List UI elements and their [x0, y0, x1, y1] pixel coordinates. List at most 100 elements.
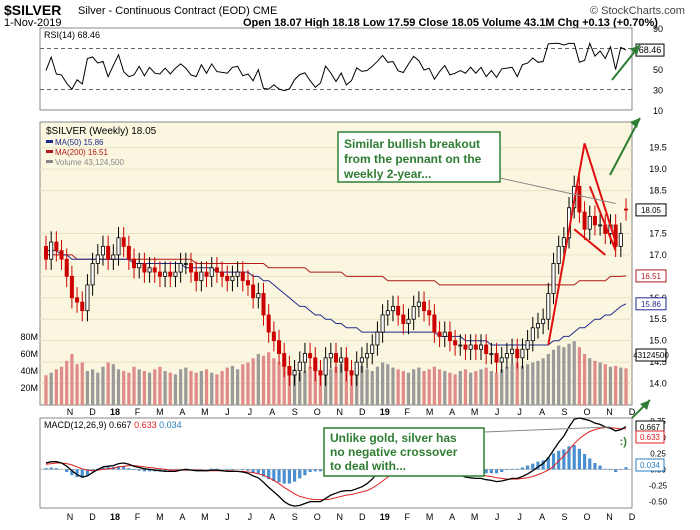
candle-body [116, 237, 121, 256]
callout-pointer [499, 177, 616, 204]
candle-body [535, 323, 540, 329]
volume-bar [500, 369, 504, 405]
x-axis-label: D [359, 407, 366, 417]
volume-bar [401, 371, 405, 405]
price-tick: 19.5 [649, 143, 667, 153]
volume-bar [189, 371, 193, 405]
candle-body [256, 293, 261, 299]
price-tick: 14.0 [649, 379, 667, 389]
candle-body [173, 271, 178, 277]
macd-legend-value: 0.034 [159, 420, 182, 430]
volume-bar [59, 366, 64, 405]
candle-body [458, 344, 463, 347]
x-axis-label-bottom: S [562, 512, 568, 522]
x-axis-label: M [201, 407, 209, 417]
candle-body [422, 301, 427, 312]
x-axis-label-bottom: F [135, 512, 141, 522]
volume-bar [443, 371, 447, 405]
volume-bar [282, 366, 286, 405]
x-axis-label: A [269, 407, 275, 417]
volume-bar [437, 369, 442, 405]
volume-bar [484, 367, 488, 405]
macd-histogram-bar [292, 469, 297, 482]
volume-tick: 60M [20, 349, 38, 359]
rsi-legend: RSI(14) 68.46 [44, 30, 100, 40]
volume-bar [479, 369, 483, 405]
volume-bar [365, 369, 369, 405]
rsi-line [45, 41, 627, 92]
macd-tick: 0.25 [650, 449, 666, 458]
volume-bar [122, 371, 126, 405]
candle-body [328, 353, 333, 359]
macd-histogram-bar [515, 468, 519, 470]
candle-body [111, 254, 116, 260]
macd-histogram-bar [106, 466, 110, 470]
volume-bar [127, 372, 131, 405]
rsi-tick: 10 [653, 106, 663, 116]
candle-body [225, 275, 230, 282]
volume-bar [469, 372, 473, 405]
description-text: Silver - Continuous Contract (EOD) [78, 5, 250, 17]
volume-bar [593, 360, 597, 405]
price-title: $SILVER (Weekly) 18.05 [46, 126, 157, 137]
candle-body [80, 301, 85, 312]
volume-bar [49, 372, 53, 405]
price-badge [635, 269, 667, 283]
x-axis-label-bottom: 19 [380, 512, 390, 522]
macd-badge-label: 0.633 [640, 433, 661, 442]
macd-histogram-bar [277, 469, 281, 483]
volume-bar [225, 367, 229, 405]
volume-bar [588, 358, 592, 405]
volume-tick: 80M [20, 332, 38, 342]
macd-histogram-bar [215, 468, 219, 470]
candle-body [297, 361, 302, 372]
candle-body [188, 263, 194, 273]
macd-badge [635, 430, 665, 444]
candle-body [473, 344, 478, 350]
volume-bar [251, 358, 255, 405]
volume-bar [489, 371, 493, 405]
volume-bar [54, 369, 58, 405]
x-axis-label-bottom: A [269, 512, 275, 522]
candle-body [582, 211, 587, 230]
macd-histogram-bar [562, 449, 566, 470]
x-axis-label: 19 [380, 407, 390, 417]
candle-body [178, 263, 183, 273]
legend-swatch [46, 160, 53, 163]
candle-body [463, 344, 468, 350]
candle-body [142, 263, 147, 273]
macd-histogram-bar [313, 469, 317, 472]
volume-bar [194, 372, 198, 405]
volume-tick: 20M [20, 383, 38, 393]
candle-body [359, 357, 364, 363]
smiley: :) [620, 436, 628, 448]
candle-body [416, 301, 421, 307]
candle-body [261, 293, 266, 316]
rsi-tick: 90 [653, 24, 663, 34]
candle-body [204, 271, 209, 277]
macd-histogram-bar [256, 469, 260, 474]
x-axis-label: D [629, 407, 636, 417]
volume-bar [329, 369, 333, 405]
candle-body [375, 331, 380, 346]
candle-body [157, 271, 162, 277]
macd-histogram-bar [494, 469, 499, 474]
volume-bar [526, 364, 530, 405]
volume-bar [453, 374, 457, 405]
rsi-tick: 50 [653, 65, 663, 75]
macd-histogram-bar [230, 469, 235, 471]
macd-histogram-bar [588, 458, 592, 470]
candle-body [292, 370, 297, 376]
legend-entry: Volume 43,124,500 [55, 158, 124, 167]
volume-bar [531, 362, 535, 405]
rsi-badge-label: 68.46 [639, 45, 662, 55]
candle-body [530, 327, 535, 342]
candle-body [447, 331, 452, 342]
macd-badge [635, 458, 665, 472]
candle-body [365, 353, 370, 359]
macd-histogram-bar [101, 466, 105, 470]
macd-histogram-bar [531, 463, 535, 470]
candle-body [194, 271, 199, 282]
x-axis-label-bottom: D [359, 512, 366, 522]
x-axis-label-bottom: S [292, 512, 298, 522]
